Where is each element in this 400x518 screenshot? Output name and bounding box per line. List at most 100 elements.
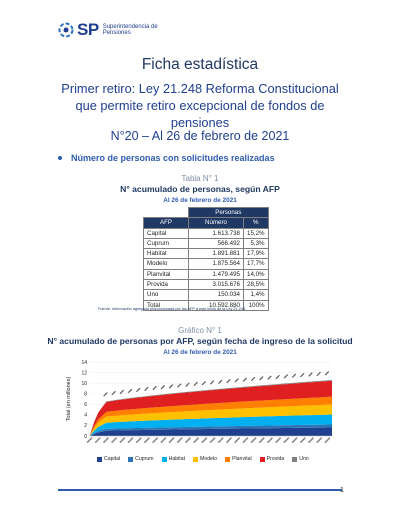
legend-label: Habitat [168, 456, 186, 462]
document-subtitle: Primer retiro: Ley 21.248 Reforma Consti… [61, 81, 339, 130]
data-label [308, 372, 313, 377]
x-tick-label [184, 437, 191, 444]
afp-cell: Habitat [143, 248, 189, 260]
logo-line-1: Superintendencia de [102, 23, 158, 30]
x-tick-label [217, 437, 224, 444]
area-planvital [90, 396, 332, 436]
x-tick-label [135, 437, 142, 444]
x-tick-label [176, 437, 183, 444]
numero-cell: 1.875.564 [188, 258, 244, 270]
legend-item-uno: Uno [292, 456, 309, 462]
legend-swatch [193, 456, 199, 462]
numero-cell: 566.492 [188, 237, 244, 250]
x-tick-label [209, 437, 216, 444]
x-tick-label [201, 437, 208, 444]
data-label [127, 388, 133, 394]
table-header-afp: AFP [143, 217, 189, 229]
legend-swatch [225, 456, 231, 462]
pct-cell: 100% [243, 299, 269, 311]
x-tick-label [324, 437, 331, 444]
area-cuprum [90, 424, 332, 436]
table-date: Al 26 de febrero de 2021 [163, 197, 237, 204]
pct-cell: 14,0% [243, 268, 269, 281]
logo-line-2: Pensiones [102, 30, 131, 36]
x-tick-label [168, 437, 175, 444]
table-header-pct: % [243, 217, 269, 229]
data-label [259, 376, 264, 381]
data-label [201, 381, 207, 386]
x-tick-label [193, 437, 200, 444]
y-tick-label: 6 [84, 402, 87, 408]
x-tick-label [111, 437, 118, 444]
x-tick-label [86, 437, 93, 444]
area-modelo [90, 404, 332, 436]
x-tick-label [250, 437, 257, 444]
area-provida [90, 380, 332, 436]
legend-item-planvital: Planvital [225, 456, 252, 462]
section-bullet: Número de personas con solicitudes reali… [58, 153, 275, 163]
legend-swatch [128, 456, 134, 462]
data-label [275, 374, 280, 380]
numero-cell: 1.613.738 [188, 227, 244, 239]
x-tick-label [102, 437, 109, 444]
chart-legend: Capital Cuprum Habitat Modelo Planvital Provi… [97, 456, 317, 462]
x-tick-label [299, 437, 306, 444]
legend-label: Uno [299, 456, 309, 462]
legend-swatch [97, 456, 102, 462]
data-label [185, 382, 190, 387]
x-tick-label [307, 437, 315, 444]
numero-cell: 3.015.676 [188, 279, 244, 291]
afp-cell: Uno [143, 289, 189, 301]
table-row: Capital 1.613.738 15,2% [143, 227, 269, 239]
legend-swatch [292, 456, 298, 462]
footer-rule [58, 489, 342, 491]
stacked-area-chart: Total (en millones) 0 2 4 6 8 10 12 14 [66, 360, 332, 444]
pct-cell: 1,4% [243, 289, 269, 301]
legend-label: Provida [266, 456, 285, 462]
data-label [152, 385, 157, 391]
legend-item-provida: Provida [259, 456, 285, 462]
table-corner [143, 207, 189, 218]
table-row: Provida 3.015.676 28,5% [143, 279, 269, 291]
afp-table: Personas AFP Número % Capital 1.613.738 15… [143, 206, 269, 311]
document-title: Ficha estadística [141, 56, 259, 73]
data-label [193, 381, 198, 387]
table-row: Modelo 1.875.564 17,7% [143, 258, 269, 270]
data-label [144, 386, 149, 392]
x-tick-label [234, 437, 241, 444]
pct-cell: 5,3% [243, 237, 269, 250]
chart-title: N° acumulado de personas por AFP, según … [47, 336, 353, 346]
table-title: N° acumulado de personas, según AFP [120, 184, 280, 194]
chart-date: Al 26 de febrero de 2021 [163, 349, 237, 356]
data-label [168, 384, 174, 389]
data-label [324, 371, 330, 376]
logo-sp-text: SP [77, 20, 99, 39]
x-tick-label [283, 437, 290, 444]
table-row: Total 10.592.880 100% [143, 299, 269, 311]
x-tick-label [316, 437, 323, 444]
data-label [250, 376, 256, 382]
numero-cell: 10.592.880 [188, 299, 244, 311]
x-tick-label [94, 437, 101, 444]
pct-cell: 17,7% [243, 258, 269, 270]
afp-cell: Planvital [143, 268, 189, 281]
afp-cell: Modelo [143, 258, 189, 270]
x-tick-label [143, 437, 150, 444]
numero-cell: 150.034 [188, 289, 244, 301]
table-group-header: Personas [188, 206, 269, 219]
data-label [316, 371, 321, 377]
data-label [136, 387, 141, 393]
data-label [283, 374, 289, 379]
data-label [234, 378, 239, 383]
bullet-dot [58, 156, 62, 160]
data-label [242, 377, 248, 382]
legend-item-modelo: Modelo [193, 456, 217, 462]
data-label [300, 372, 305, 378]
afp-cell: Capital [143, 227, 189, 239]
y-tick-label: 2 [84, 423, 87, 429]
chart-label: Gráfico N° 1 [178, 326, 222, 335]
table-row: Planvital 1.479.495 14,0% [143, 268, 269, 281]
table-row: Uno 150.034 1,4% [143, 289, 269, 301]
y-tick-label: 10 [81, 381, 87, 387]
y-tick-label: 4 [84, 413, 87, 419]
